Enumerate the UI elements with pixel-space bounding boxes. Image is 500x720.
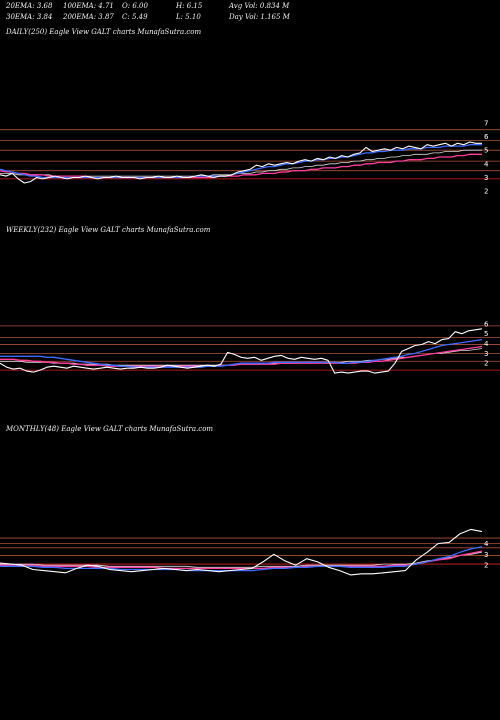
y-tick-label: 7 (484, 119, 488, 127)
ema-mid-series-line (0, 550, 483, 570)
ema30-stat: 30EMA: 3.84 (6, 13, 53, 21)
close-stat: C: 5.49 (122, 13, 148, 21)
ema-fast-series-line (0, 338, 483, 368)
y-tick-label: 3 (484, 174, 488, 182)
low-stat: L: 5.10 (176, 13, 201, 21)
y-tick-label: 4 (484, 340, 489, 348)
y-tick-label: 5 (484, 147, 488, 155)
y-tick-label: 3 (484, 350, 488, 358)
price-series-line (0, 141, 482, 184)
y-tick-label: 6 (484, 133, 489, 141)
weekly-chart-title: WEEKLY(232) Eagle View GALT charts Munaf… (6, 226, 211, 234)
y-tick-label: 2 (484, 562, 488, 570)
y-tick-label: 5 (484, 330, 488, 338)
ema-slow-series-line (0, 551, 483, 568)
ema200-stat: 200EMA: 3.87 (63, 13, 114, 21)
y-tick-label: 2 (484, 188, 488, 196)
ema100-stat: 100EMA: 4.71 (63, 2, 114, 10)
y-tick-label: 4 (484, 540, 489, 548)
day-vol-stat: Day Vol: 1.165 M (229, 13, 290, 21)
price-series-line (0, 528, 483, 576)
high-stat: H: 6.15 (176, 2, 203, 10)
ema-mid-series-line (0, 345, 483, 367)
weekly-chart: 6 5 4 3 2 (0, 320, 500, 374)
y-tick-label: 4 (484, 160, 489, 168)
daily-chart-title: DAILY(250) Eagle View GALT charts Munafa… (6, 28, 202, 36)
daily-chart: 7 6 5 4 3 2 (0, 119, 500, 196)
y-tick-label: 6 (484, 320, 489, 328)
avg-vol-stat: Avg Vol: 0.834 M (229, 2, 290, 10)
monthly-chart-title: MONTHLY(48) Eagle View GALT charts Munaf… (6, 425, 214, 433)
open-stat: O: 6.00 (122, 2, 148, 10)
ema-mid-series-line (0, 153, 482, 179)
ema20-stat: 20EMA: 3.68 (6, 2, 53, 10)
y-tick-label: 2 (484, 360, 488, 368)
monthly-chart: 4 3 2 (0, 528, 500, 576)
y-tick-label: 3 (484, 551, 488, 559)
price-series-line (0, 328, 483, 374)
ema-fast-series-line (0, 546, 483, 572)
